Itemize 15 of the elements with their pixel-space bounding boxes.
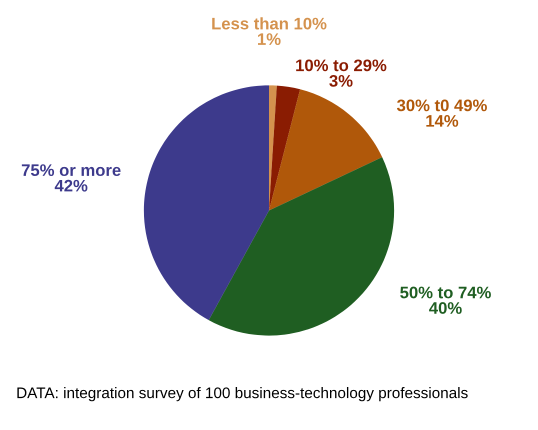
pie-slice <box>144 85 269 320</box>
pie-slice <box>269 89 382 210</box>
data-label: 14% <box>426 115 458 127</box>
data-label: 42% <box>54 180 88 192</box>
slice-label: 10% to 29% <box>296 59 386 72</box>
slice-label: 75% or more <box>22 164 121 176</box>
data-label: 3% <box>329 74 353 87</box>
data-label: 1% <box>258 33 281 46</box>
slice-label: 30% t0 49% <box>396 99 487 112</box>
data-label: 40% <box>429 302 462 314</box>
slice-label: Less than 10% <box>212 17 326 30</box>
slice-label: 50% to 74% <box>400 286 491 298</box>
text: DATA: integration survey of 100 business-technology professionals <box>17 387 468 402</box>
pie-slice <box>208 157 394 336</box>
pie-slice <box>269 86 300 210</box>
